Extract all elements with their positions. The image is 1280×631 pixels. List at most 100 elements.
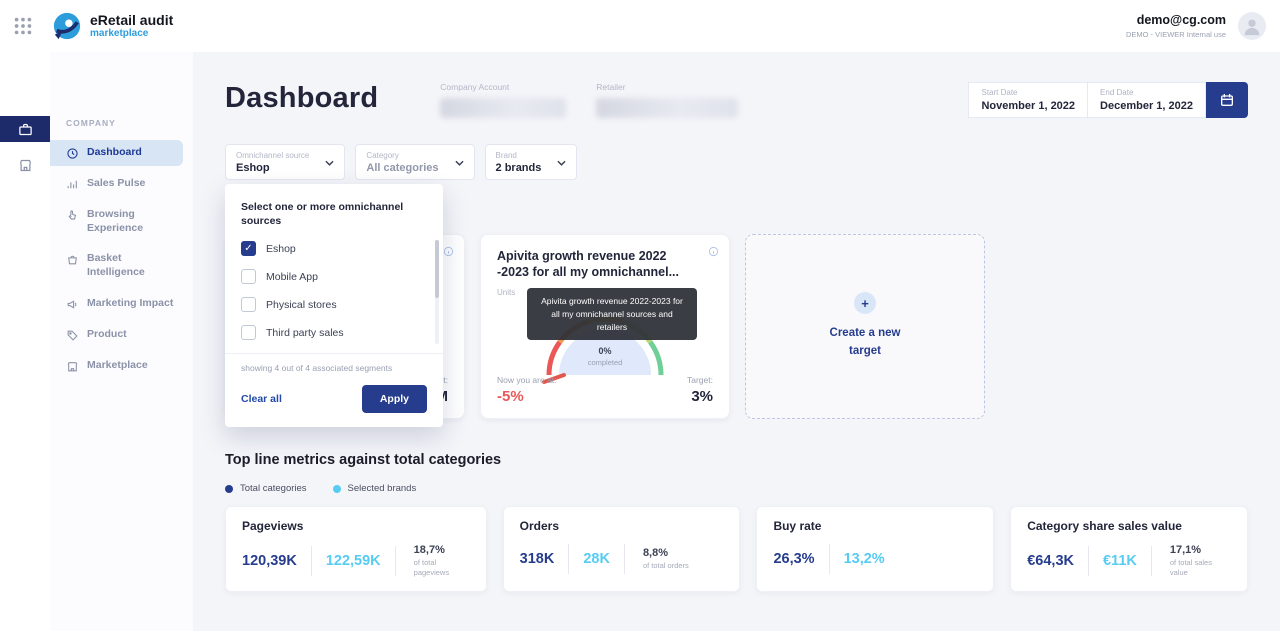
legend: Total categories Selected brands <box>225 483 1248 494</box>
calendar-button[interactable] <box>1206 82 1248 118</box>
sidebar-item-marketplace[interactable]: Marketplace <box>50 353 183 379</box>
units-label: Units <box>497 287 516 297</box>
sidebar-item-product[interactable]: Product <box>50 322 183 348</box>
retailer-label: Retailer <box>596 82 626 92</box>
brand-value: 2 brands <box>495 162 542 174</box>
app-launcher-icon[interactable] <box>12 15 34 37</box>
brand-text: eRetail audit marketplace <box>90 12 173 40</box>
retailer-field: Retailer <box>596 82 739 118</box>
omnichannel-source-select[interactable]: Omnichannel source Eshop <box>225 144 346 180</box>
metric-title: Pageviews <box>242 519 304 533</box>
gauge-card-title-line2: -2023 for all my omnichannel... <box>497 265 680 280</box>
brand-label: Brand <box>495 151 517 160</box>
legend-dot-secondary <box>332 484 341 493</box>
start-date-label: Start Date <box>981 88 1018 97</box>
sidebar-item-label: Basket Intelligence <box>87 252 145 278</box>
metric-share-caption: of total orders <box>642 560 689 570</box>
basket-icon <box>68 256 77 265</box>
info-icon[interactable] <box>708 244 719 262</box>
tag-icon <box>67 330 78 341</box>
avatar[interactable] <box>1238 12 1266 40</box>
sidebar-item-browsing-experience[interactable]: Browsing Experience <box>50 202 183 241</box>
brand-select[interactable]: Brand 2 brands <box>484 144 578 180</box>
main-content: Dashboard Company Account Retailer Start… <box>193 52 1280 631</box>
metric-primary-value: 26,3% <box>773 551 815 567</box>
plus-icon[interactable]: + <box>854 292 876 315</box>
omnichannel-source-label: Omnichannel source <box>236 151 310 160</box>
rail-item-company[interactable] <box>0 116 50 142</box>
create-target-label: Create a new target <box>829 327 901 357</box>
megaphone-icon <box>67 299 77 309</box>
divider <box>623 544 625 574</box>
legend-total-categories: Total categories <box>225 483 307 494</box>
brand-subtitle: marketplace <box>90 28 149 40</box>
company-account-field: Company Account <box>440 82 567 118</box>
checkbox-unchecked[interactable] <box>241 297 256 313</box>
chevron-down-icon <box>454 160 464 166</box>
scrollbar-thumb[interactable] <box>435 240 439 298</box>
sidebar-item-label: Marketing Impact <box>87 296 174 309</box>
filters-row: Omnichannel source Eshop Category All ca… <box>225 144 1248 428</box>
metric-title: Orders <box>519 519 560 533</box>
metric-card-pageviews: Pageviews 120,39K 122,59K 18,7% of total… <box>225 506 487 593</box>
browsing-hand-icon <box>68 210 77 220</box>
divider <box>828 544 830 574</box>
divider <box>310 546 312 577</box>
dropdown-option-physical-stores[interactable]: Physical stores <box>225 297 443 313</box>
top-bar: eRetail audit marketplace demo@cg.com DE… <box>0 0 1280 52</box>
dropdown-option-mobile-app[interactable]: Mobile App <box>225 269 443 285</box>
dropdown-footnote: showing 4 out of 4 associated segments <box>241 363 393 374</box>
start-date-box[interactable]: Start Date November 1, 2022 <box>968 82 1089 118</box>
now-value: -5% <box>497 388 524 405</box>
dropdown-option-third-party-sales[interactable]: Third party sales <box>225 325 443 341</box>
apply-button[interactable]: Apply <box>361 385 427 414</box>
sidebar: COMPANY Dashboard Sales Pulse Browsing E… <box>50 52 193 631</box>
checkbox-unchecked[interactable] <box>241 325 256 341</box>
sidebar-item-basket-intelligence[interactable]: Basket Intelligence <box>50 246 183 285</box>
company-account-value-redacted <box>440 98 567 118</box>
gauge-needle <box>542 372 566 384</box>
storefront-icon <box>67 361 78 371</box>
clear-all-link[interactable]: Clear all <box>241 393 282 406</box>
sidebar-item-label: Sales Pulse <box>87 177 146 189</box>
end-date-box[interactable]: End Date December 1, 2022 <box>1087 82 1206 118</box>
sidebar-item-label: Marketplace <box>87 358 148 371</box>
info-icon[interactable] <box>443 244 454 262</box>
rail-item-retailers[interactable] <box>0 152 50 178</box>
icon-rail <box>0 52 50 631</box>
start-date-value: November 1, 2022 <box>981 100 1076 112</box>
metric-card-category-share: Category share sales value €64,3K €11K 1… <box>1010 506 1248 593</box>
now-label: Now you are at: <box>497 375 557 385</box>
sidebar-item-sales-pulse[interactable]: Sales Pulse <box>50 171 183 197</box>
checkbox-unchecked[interactable] <box>241 269 256 285</box>
category-select[interactable]: Category All categories <box>355 144 475 180</box>
chevron-down-icon <box>325 160 334 166</box>
legend-label: Selected brands <box>347 483 417 494</box>
metric-title: Category share sales value <box>1027 519 1182 533</box>
company-account-label: Company Account <box>440 82 510 92</box>
gauge-center-caption: completed <box>588 358 623 367</box>
metric-card-orders: Orders 318K 28K 8,8% of total orders <box>502 506 741 593</box>
metric-share-value: 8,8% <box>642 546 669 559</box>
metrics-section-title: Top line metrics against total categorie… <box>225 452 502 468</box>
checkbox-checked[interactable]: ✓ <box>241 241 256 257</box>
dropdown-option-eshop[interactable]: ✓ Eshop <box>225 241 443 257</box>
user-info: demo@cg.com DEMO - VIEWER Internal use <box>1126 13 1226 39</box>
create-target-card[interactable]: + Create a new target <box>745 234 985 419</box>
page-title: Dashboard <box>225 82 379 114</box>
sidebar-item-dashboard[interactable]: Dashboard <box>50 140 183 166</box>
chevron-down-icon <box>557 160 566 166</box>
metric-share-caption: of total pageviews <box>413 558 450 578</box>
check-icon: ✓ <box>244 243 253 255</box>
metric-card-buy-rate: Buy rate 26,3% 13,2% <box>756 506 995 593</box>
sidebar-item-marketing-impact[interactable]: Marketing Impact <box>50 291 183 317</box>
dropdown-title: Select one or more omnichannel sources <box>241 201 404 228</box>
omnichannel-dropdown-panel: Select one or more omnichannel sources ✓… <box>225 184 443 428</box>
target-card-gauge: Apivita growth revenue 2022 -2023 for al… <box>480 234 730 419</box>
sales-pulse-icon <box>67 180 77 189</box>
calendar-icon <box>1221 94 1233 106</box>
divider <box>225 353 443 355</box>
metric-share-value: 18,7% <box>413 544 445 556</box>
retailer-value-redacted <box>596 98 739 118</box>
divider <box>394 546 396 577</box>
